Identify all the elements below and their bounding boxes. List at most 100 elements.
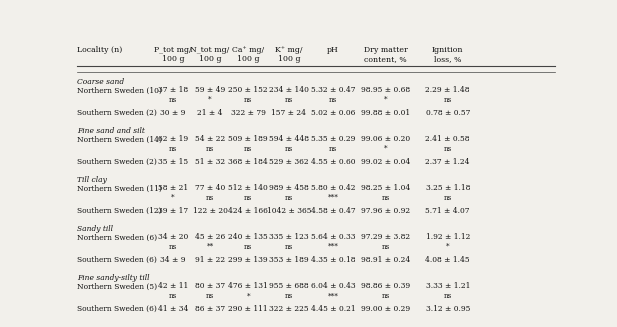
Text: 5.64 ± 0.33: 5.64 ± 0.33 [311,233,355,241]
Text: ns: ns [381,243,390,251]
Text: 99.00 ± 0.29: 99.00 ± 0.29 [361,305,410,313]
Text: ns: ns [285,194,293,202]
Text: 4.45 ± 0.21: 4.45 ± 0.21 [310,305,355,313]
Text: 3.12 ± 0.95: 3.12 ± 0.95 [426,305,470,313]
Text: ns: ns [168,96,177,104]
Text: pH: pH [327,45,339,54]
Text: 98.91 ± 0.24: 98.91 ± 0.24 [361,256,410,264]
Text: 1042 ± 365: 1042 ± 365 [267,207,311,215]
Text: ***: *** [328,243,338,251]
Text: 594 ± 448: 594 ± 448 [269,135,309,144]
Text: ns: ns [206,194,214,202]
Text: Ignition
loss, %: Ignition loss, % [432,45,463,63]
Text: *: * [209,96,212,104]
Text: 529 ± 362: 529 ± 362 [269,158,308,166]
Text: 5.71 ± 4.07: 5.71 ± 4.07 [426,207,470,215]
Text: 512 ± 140: 512 ± 140 [228,184,268,192]
Text: 30 ± 9: 30 ± 9 [160,109,186,117]
Text: *: * [171,194,175,202]
Text: 99.02 ± 0.04: 99.02 ± 0.04 [361,158,410,166]
Text: Northern Sweden (5): Northern Sweden (5) [77,283,157,290]
Text: ns: ns [285,96,293,104]
Text: 39 ± 17: 39 ± 17 [158,207,188,215]
Text: 4.55 ± 0.60: 4.55 ± 0.60 [311,158,355,166]
Text: 3.33 ± 1.21: 3.33 ± 1.21 [426,283,470,290]
Text: 299 ± 139: 299 ± 139 [228,256,268,264]
Text: ns: ns [168,243,177,251]
Text: 99.88 ± 0.01: 99.88 ± 0.01 [361,109,410,117]
Text: 99.06 ± 0.20: 99.06 ± 0.20 [361,135,410,144]
Text: 4.08 ± 1.45: 4.08 ± 1.45 [425,256,470,264]
Text: *: * [384,96,387,104]
Text: 234 ± 140: 234 ± 140 [269,86,309,95]
Text: 45 ± 26: 45 ± 26 [195,233,225,241]
Text: 97.96 ± 0.92: 97.96 ± 0.92 [361,207,410,215]
Text: Ca⁺ mg/
100 g: Ca⁺ mg/ 100 g [232,45,264,63]
Text: 4.35 ± 0.18: 4.35 ± 0.18 [311,256,355,264]
Text: *: * [247,292,250,300]
Text: 86 ± 37: 86 ± 37 [195,305,225,313]
Text: K⁺ mg/
100 g: K⁺ mg/ 100 g [275,45,303,63]
Text: 4.58 ± 0.47: 4.58 ± 0.47 [310,207,355,215]
Text: Northern Sweden (6): Northern Sweden (6) [77,233,157,241]
Text: 955 ± 688: 955 ± 688 [269,283,308,290]
Text: ns: ns [168,292,177,300]
Text: ns: ns [244,194,252,202]
Text: Southern Sweden (6): Southern Sweden (6) [77,256,157,264]
Text: *: * [384,145,387,153]
Text: ***: *** [328,194,338,202]
Text: 54 ± 22: 54 ± 22 [195,135,225,144]
Text: ns: ns [444,96,452,104]
Text: 34 ± 9: 34 ± 9 [160,256,186,264]
Text: Sandy till: Sandy till [77,225,113,233]
Text: 58 ± 21: 58 ± 21 [158,184,188,192]
Text: 2.41 ± 0.58: 2.41 ± 0.58 [426,135,470,144]
Text: 59 ± 49: 59 ± 49 [195,86,225,95]
Text: 322 ± 225: 322 ± 225 [269,305,308,313]
Text: Northern Sweden (10): Northern Sweden (10) [77,86,162,95]
Text: 353 ± 189: 353 ± 189 [269,256,308,264]
Text: 250 ± 152: 250 ± 152 [228,86,268,95]
Text: 322 ± 79: 322 ± 79 [231,109,266,117]
Text: ns: ns [285,243,293,251]
Text: Northern Sweden (14): Northern Sweden (14) [77,135,162,144]
Text: 97.29 ± 3.82: 97.29 ± 3.82 [361,233,410,241]
Text: 98.95 ± 0.68: 98.95 ± 0.68 [361,86,410,95]
Text: Southern Sweden (6): Southern Sweden (6) [77,305,157,313]
Text: ns: ns [381,292,390,300]
Text: 1.92 ± 1.12: 1.92 ± 1.12 [426,233,470,241]
Text: ns: ns [444,194,452,202]
Text: 6.04 ± 0.43: 6.04 ± 0.43 [310,283,355,290]
Text: ns: ns [244,96,252,104]
Text: 51 ± 32: 51 ± 32 [195,158,225,166]
Text: ns: ns [244,243,252,251]
Text: ns: ns [381,194,390,202]
Text: Coarse sand: Coarse sand [77,78,124,86]
Text: 0.78 ± 0.57: 0.78 ± 0.57 [426,109,470,117]
Text: Southern Sweden (12): Southern Sweden (12) [77,207,162,215]
Text: 5.35 ± 0.29: 5.35 ± 0.29 [311,135,355,144]
Text: ns: ns [244,145,252,153]
Text: ns: ns [444,145,452,153]
Text: *: * [446,243,450,251]
Text: 424 ± 166: 424 ± 166 [228,207,268,215]
Text: 157 ± 24: 157 ± 24 [271,109,307,117]
Text: 21 ± 4: 21 ± 4 [197,109,223,117]
Text: 122 ± 20: 122 ± 20 [193,207,228,215]
Text: 368 ± 184: 368 ± 184 [228,158,268,166]
Text: ns: ns [168,145,177,153]
Text: 41 ± 34: 41 ± 34 [157,305,188,313]
Text: 62 ± 19: 62 ± 19 [158,135,188,144]
Text: Southern Sweden (2): Southern Sweden (2) [77,109,157,117]
Text: 98.86 ± 0.39: 98.86 ± 0.39 [361,283,410,290]
Text: ns: ns [329,96,337,104]
Text: 3.25 ± 1.18: 3.25 ± 1.18 [426,184,470,192]
Text: Southern Sweden (2): Southern Sweden (2) [77,158,157,166]
Text: 2.29 ± 1.48: 2.29 ± 1.48 [426,86,470,95]
Text: 37 ± 18: 37 ± 18 [158,86,188,95]
Text: ns: ns [206,292,214,300]
Text: ns: ns [329,145,337,153]
Text: Dry matter
content, %: Dry matter content, % [363,45,407,63]
Text: **: ** [207,243,213,251]
Text: 42 ± 11: 42 ± 11 [157,283,188,290]
